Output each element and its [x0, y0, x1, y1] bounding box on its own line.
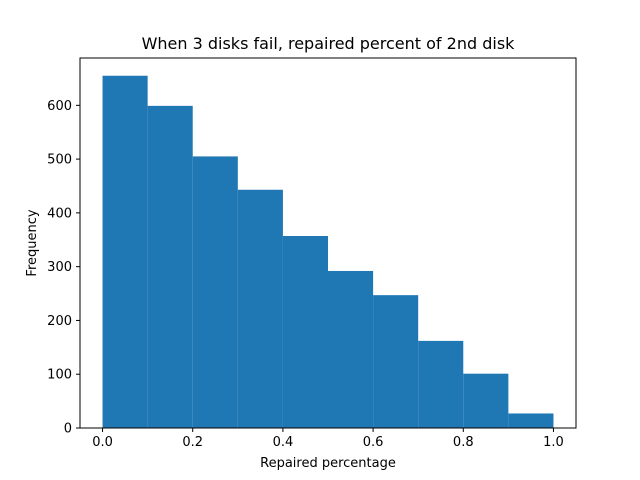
chart-title: When 3 disks fail, repaired percent of 2…: [142, 34, 516, 53]
y-tick-label: 600: [47, 99, 72, 114]
histogram-bar-3: [237, 189, 283, 428]
histogram-bar-0: [102, 75, 148, 428]
histogram-bar-1: [147, 105, 193, 428]
y-tick-label: 500: [47, 153, 72, 168]
y-tick-label: 400: [47, 206, 72, 221]
x-tick-label: 0.4: [273, 435, 294, 450]
x-tick-label: 0.6: [363, 435, 384, 450]
axes-frame: [79, 57, 577, 429]
histogram-bar-7: [418, 340, 464, 428]
x-tick-label: 1.0: [543, 435, 564, 450]
histogram-bar-4: [282, 236, 328, 428]
x-tick-label: 0.0: [92, 435, 113, 450]
y-tick-label: 200: [47, 314, 72, 329]
histogram-bar-9: [508, 413, 554, 428]
y-tick-label: 300: [47, 260, 72, 275]
y-tick-label: 100: [47, 368, 72, 383]
x-axis-label: Repaired percentage: [260, 456, 396, 471]
y-axis-label: Frequency: [25, 209, 40, 276]
y-axis-ticks: 0 100 200 300 400 500 600: [47, 99, 80, 437]
x-tick-label: 0.2: [182, 435, 203, 450]
bars-group: [102, 75, 554, 428]
histogram-bar-5: [328, 270, 374, 428]
histogram-bar-8: [463, 373, 509, 428]
y-tick-label: 0: [64, 422, 72, 437]
x-tick-label: 0.8: [453, 435, 474, 450]
x-axis-ticks: 0.0 0.2 0.4 0.6 0.8 1.0: [92, 428, 564, 450]
histogram-bar-6: [373, 295, 419, 428]
histogram-bar-2: [192, 156, 238, 428]
